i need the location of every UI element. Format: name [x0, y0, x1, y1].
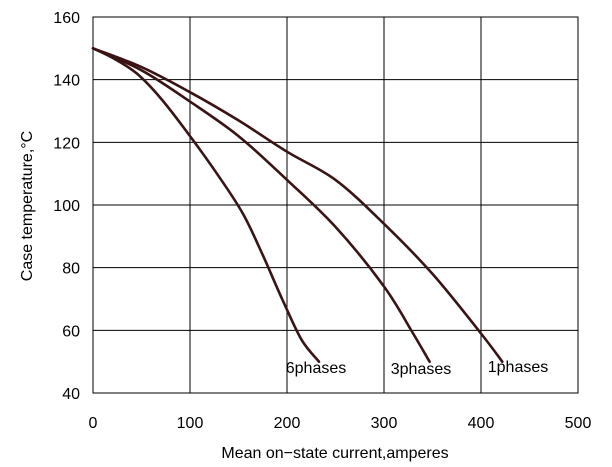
x-tick-label: 200 [274, 415, 301, 432]
x-axis-title: Mean on−state current,amperes [221, 445, 448, 462]
series-label-6phases: 6phases [286, 360, 347, 377]
y-tick-label: 100 [53, 198, 80, 215]
series-label-1phases: 1phases [488, 359, 549, 376]
y-tick-label: 60 [62, 323, 80, 340]
series-line-1phases [91, 47, 504, 363]
series-line-6phases [91, 47, 321, 363]
x-tick-label: 500 [565, 415, 592, 432]
x-tick-label: 300 [371, 415, 398, 432]
y-tick-label: 160 [53, 10, 80, 27]
series-labels: 6phases 3phases 1phases [286, 359, 549, 378]
x-axis-tick-labels: 0 100 200 300 400 500 [89, 415, 592, 432]
series-layer [91, 47, 504, 363]
x-tick-label: 400 [468, 415, 495, 432]
y-tick-label: 120 [53, 135, 80, 152]
x-tick-label: 100 [177, 415, 204, 432]
grid-lines [92, 16, 579, 394]
y-tick-label: 140 [53, 73, 80, 90]
x-tick-label: 0 [89, 415, 98, 432]
series-line-3phases [91, 47, 431, 363]
y-tick-label: 40 [62, 386, 80, 403]
series-label-3phases: 3phases [391, 361, 452, 378]
plot-area-frame [92, 16, 579, 394]
y-axis-tick-labels: 40 60 80 100 120 140 160 [53, 10, 80, 403]
y-axis-title: Case temperature,°C [19, 131, 36, 281]
y-tick-label: 80 [62, 261, 80, 278]
